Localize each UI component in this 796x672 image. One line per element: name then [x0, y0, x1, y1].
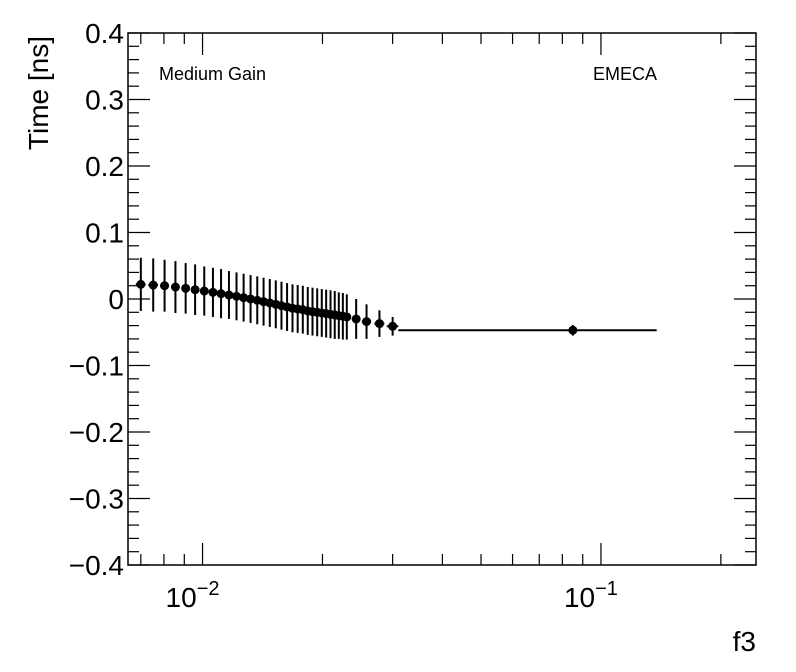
annotation-gain: Medium Gain — [159, 64, 266, 84]
point-marker — [232, 291, 242, 301]
y-tick-label: 0.4 — [85, 18, 124, 49]
data-point — [170, 261, 180, 313]
data-point — [271, 280, 281, 329]
point-marker — [351, 314, 361, 324]
data-point — [224, 271, 234, 319]
y-tick-label: 0 — [108, 284, 124, 315]
x-axis-title: f3 — [733, 626, 756, 657]
annotation-detector: EMECA — [593, 64, 657, 84]
point-marker — [160, 281, 170, 291]
point-marker — [342, 312, 352, 322]
point-marker — [148, 280, 158, 290]
y-tick-label: −0.1 — [69, 351, 124, 382]
y-axis-title: Time [ns] — [23, 36, 54, 150]
data-point — [181, 263, 191, 314]
y-tick-label: 0.1 — [85, 218, 124, 249]
point-marker — [374, 319, 384, 329]
point-marker — [224, 290, 234, 300]
data-point — [398, 324, 657, 336]
point-marker — [239, 293, 249, 303]
point-marker — [136, 279, 146, 289]
data-point — [216, 269, 226, 319]
data-point — [246, 275, 256, 323]
data-point — [265, 279, 275, 327]
point-marker — [199, 286, 209, 296]
data-point — [351, 299, 361, 339]
y-tick-label: −0.2 — [69, 417, 124, 448]
point-marker — [568, 325, 578, 335]
data-point — [342, 294, 352, 340]
tick-marks — [128, 32, 756, 566]
point-marker — [181, 283, 191, 293]
y-tick-label: −0.3 — [69, 484, 124, 515]
x-tick-label: 10−2 — [166, 578, 220, 613]
data-point — [159, 259, 170, 312]
data-point — [208, 267, 218, 317]
point-marker — [216, 289, 226, 299]
data-point — [148, 258, 158, 312]
point-marker — [388, 321, 398, 331]
y-tick-label: −0.4 — [69, 550, 124, 581]
y-tick-label: 0.2 — [85, 151, 124, 182]
data-point — [199, 266, 209, 316]
data-point — [374, 310, 385, 337]
data-point — [232, 272, 242, 321]
data-point — [239, 273, 249, 322]
point-marker — [190, 285, 200, 295]
point-marker — [170, 282, 180, 292]
point-marker — [208, 287, 218, 297]
data-points — [135, 257, 657, 340]
point-marker — [246, 294, 256, 304]
point-marker — [362, 317, 372, 327]
data-point — [190, 264, 200, 315]
x-tick-labels: 10−2 10−1 — [166, 578, 618, 613]
data-point — [361, 304, 372, 339]
data-point — [135, 257, 146, 311]
y-tick-label: 0.3 — [85, 85, 124, 116]
x-tick-label: 10−1 — [564, 578, 618, 613]
data-point — [386, 316, 399, 336]
y-tick-labels: −0.4 −0.3 −0.2 −0.1 0 0.1 0.2 0.3 0.4 — [69, 18, 124, 581]
